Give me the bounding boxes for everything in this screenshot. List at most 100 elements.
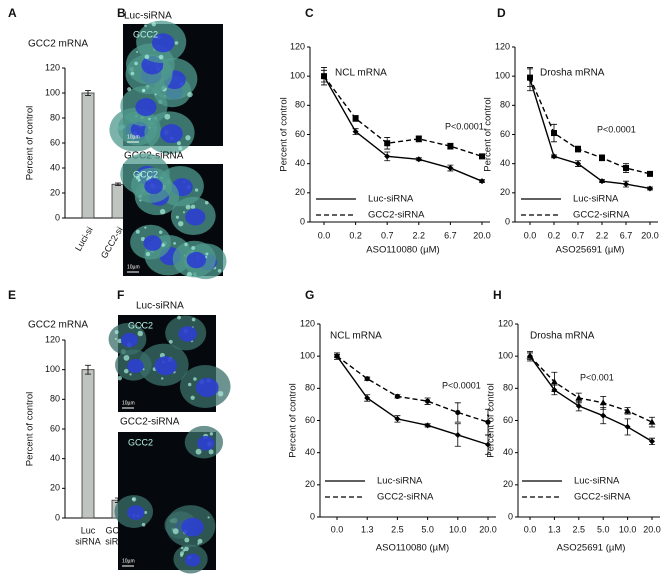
chart-title: Drosha mRNA — [530, 331, 595, 342]
y-tick-label: 0 — [508, 511, 513, 521]
y-tick-label: 80 — [50, 112, 60, 122]
marker — [334, 353, 340, 359]
speckle — [123, 368, 129, 374]
speckle — [130, 71, 135, 76]
marker — [425, 398, 431, 404]
y-tick-label: 60 — [503, 415, 513, 425]
y-tick-label: 0 — [300, 216, 305, 226]
x-tick-label: 0.2 — [548, 230, 561, 240]
marker — [485, 441, 491, 448]
y-tick-label: 120 — [495, 41, 510, 51]
speckle — [175, 215, 180, 219]
speckle — [144, 510, 148, 514]
speckle — [185, 135, 191, 141]
speckle — [184, 242, 188, 247]
x-axis-label: ASO25691 (µM) — [557, 543, 626, 554]
speckle — [144, 24, 147, 28]
marker — [551, 130, 557, 137]
speckle — [193, 377, 197, 381]
x-tick-label: 2.2 — [596, 230, 609, 240]
marker — [575, 394, 583, 401]
marker — [623, 165, 629, 172]
error-bar — [115, 182, 121, 186]
speckle — [161, 243, 165, 247]
y-tick-label: 80 — [305, 383, 315, 393]
y-tick-label: 20 — [50, 483, 60, 493]
y-tick-label: 80 — [295, 100, 305, 110]
speckle — [217, 268, 222, 273]
y-tick-label: 40 — [295, 158, 305, 168]
x-tick-label: 0.7 — [381, 230, 394, 240]
speckle — [123, 354, 130, 361]
y-tick-label: 40 — [50, 453, 60, 463]
y-axis-label: Percent of control — [486, 383, 497, 457]
stain-label: GCC2 — [133, 29, 158, 39]
panel-letter: C — [305, 6, 314, 20]
scale-label: 10µm — [122, 400, 135, 406]
y-tick-label: 60 — [305, 415, 315, 425]
marker — [384, 140, 391, 147]
stain-label: GCC2 — [133, 169, 158, 179]
speckle — [117, 338, 122, 344]
x-tick-label: 1.3 — [548, 524, 561, 534]
marker — [447, 165, 454, 172]
y-axis-label: Percent of control — [483, 97, 494, 171]
speckle — [205, 252, 209, 256]
legend-label: Luc-siRNA — [573, 194, 619, 205]
error-bar — [85, 90, 91, 96]
y-tick-label: 40 — [50, 162, 60, 172]
series-line — [323, 75, 483, 158]
marker — [599, 399, 607, 406]
x-tick-label: Luc — [81, 525, 96, 535]
nucleus — [127, 505, 145, 520]
marker — [415, 135, 422, 142]
series-line — [529, 355, 653, 423]
chart-title: Drosha mRNA — [540, 68, 605, 79]
speckle — [197, 542, 200, 545]
series-line — [336, 355, 489, 423]
scale-label: 10µm — [127, 264, 140, 270]
speckle — [190, 395, 195, 400]
y-tick-label: 0 — [55, 212, 60, 222]
marker — [527, 74, 533, 81]
y-tick-label: 20 — [500, 187, 510, 197]
marker — [479, 153, 485, 160]
y-tick-label: 60 — [50, 423, 60, 433]
speckle — [182, 211, 186, 214]
x-tick-label: 0.0 — [318, 230, 331, 240]
x-tick-label: 2.5 — [391, 524, 404, 534]
marker — [647, 170, 653, 177]
marker — [648, 418, 656, 425]
x-tick-label: 0.0 — [524, 230, 537, 240]
y-axis-label: Percent of control — [25, 106, 36, 180]
speckle — [127, 87, 132, 92]
nucleus — [178, 326, 197, 342]
series-line — [529, 355, 653, 443]
nucleus — [135, 98, 157, 117]
error-bar — [85, 364, 91, 375]
nucleus — [144, 178, 163, 195]
nucleus — [181, 517, 204, 537]
stain-label: GCC2 — [128, 437, 153, 447]
y-tick-label: 20 — [50, 187, 60, 197]
marker — [394, 393, 400, 399]
marker — [485, 419, 491, 425]
marker — [352, 128, 359, 135]
x-tick-label: 20.0 — [643, 524, 661, 534]
y-tick-label: 100 — [45, 364, 60, 374]
speckle — [187, 382, 192, 387]
marker — [415, 156, 422, 163]
y-tick-label: 120 — [45, 334, 60, 344]
stain-label: GCC2 — [128, 320, 153, 330]
speckle — [191, 317, 196, 322]
speckle — [154, 93, 157, 96]
marker — [447, 143, 454, 150]
y-tick-label: 100 — [495, 71, 510, 81]
marker — [600, 412, 607, 419]
speckle — [138, 178, 141, 182]
legend-label: GCC2-siRNA — [574, 492, 631, 503]
image-label: GCC2-siRNA — [120, 417, 180, 428]
speckle — [114, 330, 119, 335]
y-tick-label: 40 — [305, 447, 315, 457]
nucleus — [186, 251, 207, 269]
